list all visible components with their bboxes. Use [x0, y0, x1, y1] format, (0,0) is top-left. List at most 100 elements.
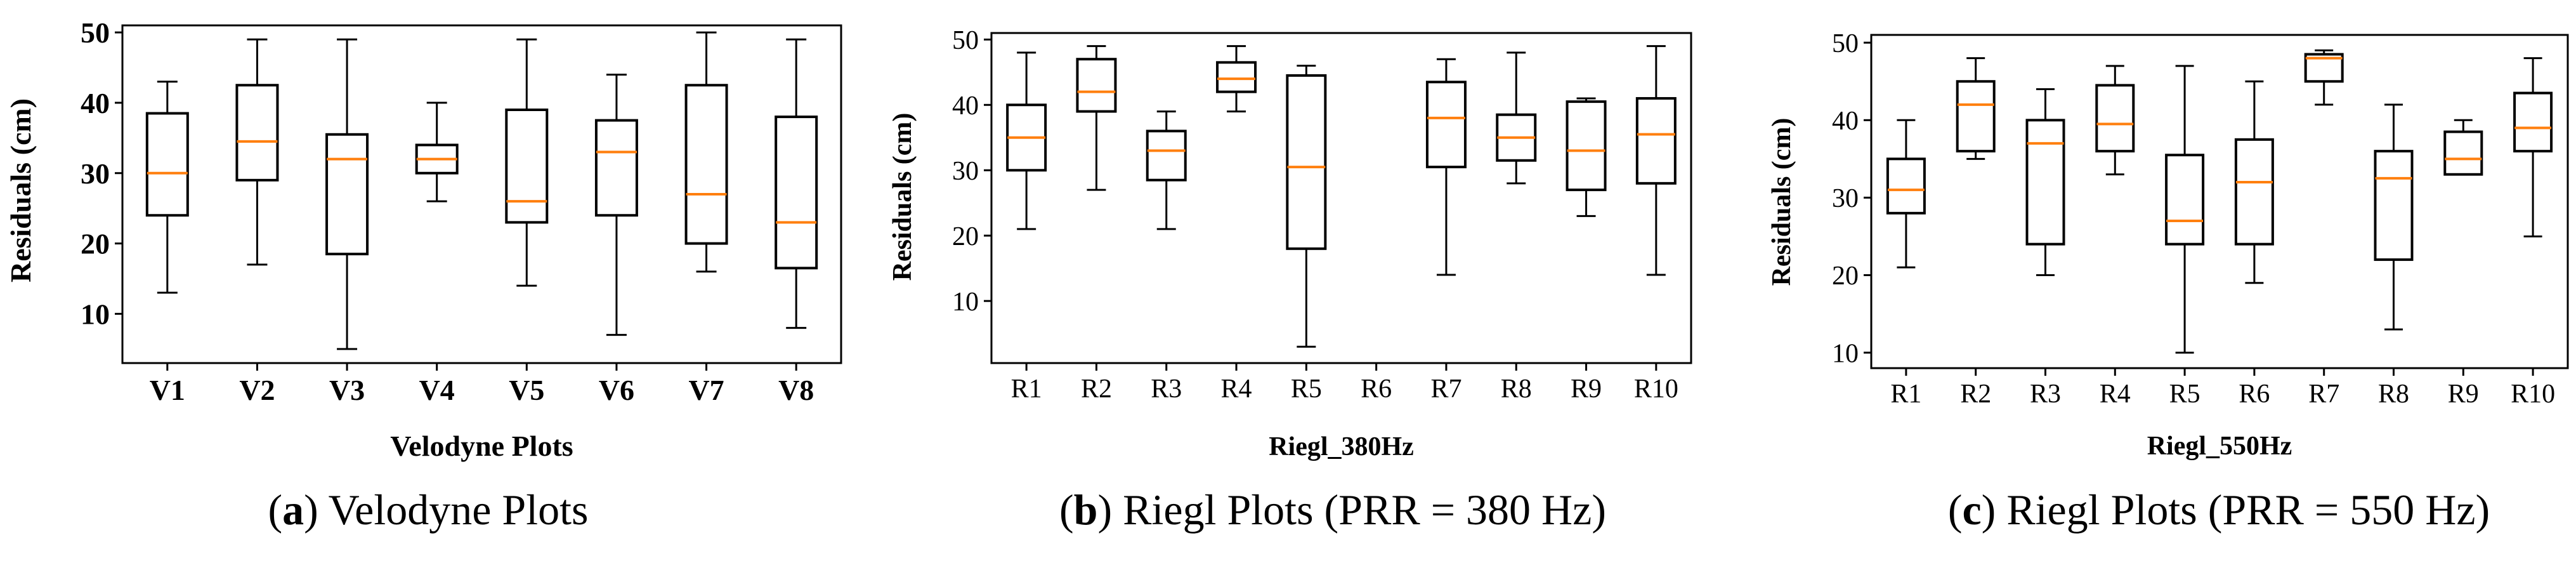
y-tick-label: 10: [952, 288, 979, 317]
caption-open-paren: (: [1948, 486, 1963, 534]
x-tick-label: R5: [1291, 374, 1322, 404]
box-R5: [1286, 64, 1327, 348]
iqr-box: [235, 84, 279, 182]
x-tick-label: R6: [2239, 380, 2270, 409]
x-tick-label: R6: [1361, 374, 1392, 404]
x-tick-label: V5: [509, 374, 544, 406]
y-tick-label: 10: [81, 298, 110, 331]
y-tick-label: 50: [1832, 29, 1859, 58]
caption-open-paren: (: [268, 486, 283, 534]
y-tick-label: 40: [952, 91, 979, 121]
x-tick-label: V3: [329, 374, 365, 406]
panel-caption: (a) Velodyne Plots: [268, 486, 589, 534]
box-R2: [1956, 57, 1996, 160]
chart-panel-2: 10 20 30 40 50 R1 R2 R3 R4 R5 R6 R7 R8 R9 R10 Residuals…: [888, 26, 1692, 534]
iqr-box: [1216, 61, 1257, 93]
plot-area-frame: [1870, 34, 2569, 369]
plot-area-frame: [990, 32, 1692, 364]
y-tick-label: 20: [952, 222, 979, 251]
iqr-box: [2304, 53, 2344, 83]
box-R3: [2025, 88, 2065, 276]
box-R5: [2165, 65, 2205, 354]
iqr-box: [1146, 129, 1187, 182]
x-tick-label: R1: [1011, 374, 1042, 404]
y-tick-label: 20: [81, 228, 110, 260]
iqr-box: [1886, 157, 1926, 215]
y-tick-label: 50: [952, 26, 979, 55]
caption-close-paren: ): [304, 486, 328, 534]
box-R10: [2513, 57, 2553, 237]
caption-label: Velodyne Plots: [329, 486, 589, 534]
box-R7: [2304, 49, 2344, 106]
box-V5: [505, 38, 549, 287]
x-tick-label: R8: [2378, 380, 2409, 409]
box-V8: [775, 38, 818, 329]
y-axis-title: Residuals (cm): [1767, 118, 1796, 286]
iqr-box: [1566, 100, 1607, 192]
y-axis-title: Residuals (cm): [888, 113, 917, 281]
x-tick-label: R5: [2169, 380, 2200, 409]
x-axis-title: Velodyne Plots: [390, 430, 573, 462]
x-tick-label: R9: [1571, 374, 1602, 404]
figure-panels: 10 20 30 40 50 V1 V2 V3 V4 V5 V6 V7 V8 Residuals (cm)…: [4, 17, 2569, 534]
y-tick-label: 30: [1832, 184, 1859, 213]
x-tick-label: R2: [1081, 374, 1112, 404]
iqr-box: [1635, 96, 1677, 185]
box-R6: [2234, 80, 2274, 284]
box-V1: [145, 81, 189, 294]
iqr-box: [1425, 81, 1467, 169]
iqr-box: [2513, 91, 2553, 153]
iqr-box: [505, 109, 549, 224]
x-tick-label: V8: [778, 374, 814, 406]
iqr-box: [2025, 119, 2065, 246]
iqr-box: [594, 119, 638, 217]
x-tick-label: V6: [599, 374, 634, 406]
box-R8: [2374, 103, 2414, 331]
x-tick-label: V4: [419, 374, 455, 406]
y-tick-label: 10: [1832, 339, 1859, 368]
caption-letter: c: [1962, 486, 1981, 534]
chart-panel-1: 10 20 30 40 50 V1 V2 V3 V4 V5 V6 V7 V8 Residuals (cm)…: [4, 17, 842, 534]
y-tick-label: 20: [1832, 262, 1859, 291]
caption-label: Riegl Plots (PRR = 380 Hz): [1123, 486, 1606, 534]
x-tick-label: R3: [1151, 374, 1182, 404]
x-tick-label: R7: [1430, 374, 1461, 404]
y-tick-label: 40: [81, 87, 110, 119]
panel-caption: (b) Riegl Plots (PRR = 380 Hz): [1059, 486, 1606, 534]
x-axis-title: Riegl_380Hz: [1269, 432, 1414, 461]
caption-close-paren: ): [1982, 486, 2007, 534]
box-R9: [1566, 97, 1607, 217]
box-V7: [684, 31, 728, 273]
x-tick-label: R1: [1890, 380, 1921, 409]
x-tick-label: V1: [150, 374, 185, 406]
iqr-box: [325, 133, 369, 256]
x-tick-label: V2: [239, 374, 275, 406]
iqr-box: [2095, 84, 2135, 153]
box-R9: [2443, 119, 2483, 176]
x-tick-label: R8: [1501, 374, 1532, 404]
iqr-box: [2443, 130, 2483, 176]
box-V6: [594, 74, 638, 336]
x-tick-label: R2: [1960, 380, 1991, 409]
x-tick-label: R9: [2448, 380, 2479, 409]
box-V2: [235, 38, 279, 266]
box-R2: [1076, 45, 1117, 191]
iqr-box: [145, 112, 189, 217]
caption-letter: a: [282, 486, 304, 534]
x-tick-label: R7: [2308, 380, 2339, 409]
iqr-box: [684, 84, 728, 245]
y-tick-label: 40: [1832, 107, 1859, 136]
y-tick-label: 30: [952, 157, 979, 186]
x-tick-label: R10: [1634, 374, 1678, 404]
box-R4: [2095, 65, 2135, 176]
x-tick-label: R4: [2100, 380, 2131, 409]
box-R8: [1496, 51, 1537, 185]
caption-open-paren: (: [1059, 486, 1074, 534]
y-tick-label: 30: [81, 157, 110, 190]
x-tick-label: R4: [1221, 374, 1252, 404]
iqr-box: [2374, 150, 2414, 262]
iqr-box: [2165, 154, 2205, 246]
box-R10: [1635, 45, 1677, 276]
x-tick-label: R10: [2511, 380, 2555, 409]
